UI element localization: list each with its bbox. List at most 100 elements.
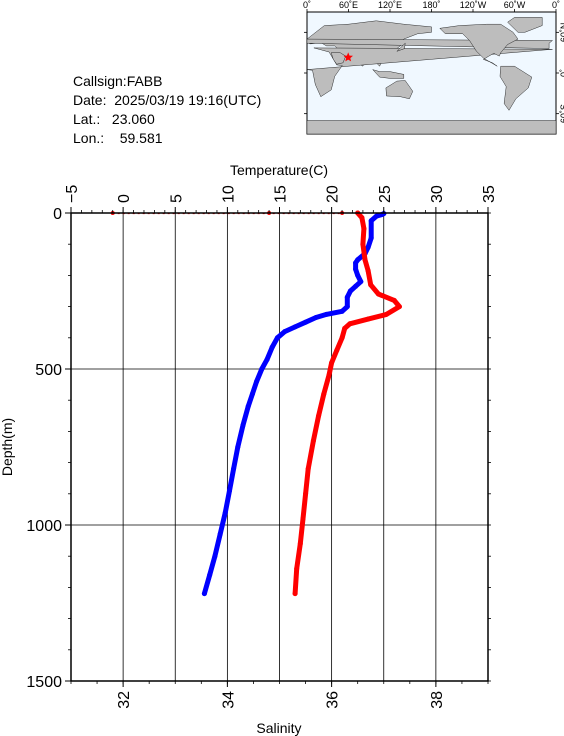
depth-tick-label: 0 — [53, 206, 62, 223]
temperature-data-point — [365, 244, 371, 250]
map-antarctica — [306, 120, 557, 135]
map-arabia — [330, 52, 346, 65]
world-map: 0˚ 60˚E 120˚E 180˚ 120˚W 60˚W 0˚ 60˚N 0˚ 60˚S — [303, 0, 564, 135]
salinity-axis-label: Salinity — [256, 720, 301, 736]
map-australia — [385, 80, 414, 100]
temperature-tick-label: 0 — [116, 194, 133, 203]
temperature-tick-label: 20 — [325, 185, 342, 203]
salinity-data-point — [365, 316, 371, 322]
longitude-text: Lon.: 59.581 — [73, 130, 163, 146]
temperature-data-point — [212, 553, 218, 559]
salinity-data-point — [359, 215, 365, 221]
temperature-data-point — [249, 391, 255, 397]
depth-tick-label: 1500 — [26, 674, 62, 691]
map-ticks — [304, 9, 559, 115]
salinity-tick-label: 36 — [325, 691, 342, 709]
temperature-data-point — [282, 329, 288, 335]
salinity-data-point — [310, 438, 316, 444]
temperature-data-point — [353, 260, 359, 266]
map-south-america — [499, 65, 533, 111]
salinity-data-point — [297, 541, 303, 547]
temperature-data-point — [374, 213, 379, 219]
station-marker-icon — [343, 52, 353, 62]
map-longitude-label: 0˚ — [552, 0, 560, 10]
map-africa — [306, 47, 553, 97]
callsign-text: Callsign:FABB — [73, 73, 163, 89]
salinity-data-point — [368, 282, 374, 288]
map-longitude-label: 60˚W — [504, 0, 526, 10]
salinity-data-point — [342, 325, 348, 331]
salinity-data-point — [316, 413, 322, 419]
temperature-data-point — [259, 366, 265, 372]
salinity-data-point — [362, 257, 368, 263]
map-land — [306, 17, 557, 135]
temperature-data-point — [353, 283, 359, 289]
temperature-data-point — [201, 591, 207, 597]
salinity-data-point — [383, 311, 389, 317]
station-info: Callsign:FABB Date: 2025/03/19 19:16(UTC… — [73, 72, 261, 148]
salinity-data-point — [396, 304, 402, 310]
latitude-text: Lat.: 23.060 — [73, 111, 155, 127]
temperature-data-point — [245, 403, 251, 409]
temperature-data-point — [274, 335, 280, 341]
temperature-data-point — [303, 319, 309, 325]
temperature-data-point — [227, 488, 232, 494]
salinity-tick-label: 38 — [429, 691, 446, 709]
temperature-data-point — [222, 510, 228, 515]
map-latitude-labels: 60˚N 0˚ 60˚S — [559, 23, 564, 124]
map-latitude-label: 0˚ — [559, 69, 564, 77]
temperature-data-point — [344, 304, 350, 310]
temperature-data-point — [231, 466, 237, 472]
temperature-data-point — [323, 311, 329, 317]
map-longitude-labels: 0˚ 60˚E 120˚E 180˚ 120˚W 60˚W 0˚ — [303, 0, 560, 10]
salinity-tick-labels: 32 34 36 38 — [116, 691, 446, 709]
temperature-tick-label: 5 — [168, 194, 185, 203]
temperature-tick-label: 10 — [220, 185, 237, 203]
temperature-data-point — [254, 379, 260, 384]
depth-tick-label: 1000 — [26, 518, 62, 535]
temperature-tick-label: 15 — [273, 185, 290, 203]
map-longitude-label: 0˚ — [303, 0, 311, 10]
temperature-tick-label: −5 — [64, 185, 81, 203]
temperature-data-point — [264, 357, 270, 363]
map-longitude-label: 180˚ — [422, 0, 440, 10]
temperature-data-point — [207, 572, 213, 578]
salinity-data-point — [326, 372, 332, 378]
temperature-data-point — [292, 324, 298, 330]
salinity-data-point — [376, 291, 381, 297]
salinity-data-point — [292, 591, 298, 597]
map-longitude-label: 120˚E — [378, 0, 402, 10]
depth-tick-labels: 0 500 1000 1500 — [26, 206, 62, 691]
map-latitude-label: 60˚N — [559, 23, 564, 43]
temperature-data-point — [339, 308, 345, 314]
salinity-data-point — [360, 241, 366, 247]
salinity-data-point — [361, 226, 367, 232]
temperature-data-point — [355, 272, 361, 278]
map-indonesia — [372, 69, 404, 79]
salinity-data-point — [321, 391, 327, 397]
salinity-data-point — [391, 297, 397, 303]
salinity-data-point — [305, 466, 311, 472]
map-greenland — [507, 17, 543, 33]
temperature-tick-label: 25 — [377, 185, 394, 203]
temperature-data-point — [347, 288, 353, 294]
temperature-data-point — [240, 422, 246, 428]
salinity-tick-label: 34 — [220, 691, 237, 709]
temperature-tick-label: 30 — [429, 185, 446, 203]
temperature-data-point — [269, 344, 275, 350]
map-longitude-label: 60˚E — [339, 0, 358, 10]
salinity-data-point — [365, 268, 371, 274]
temperature-axis-label: Temperature(C) — [230, 162, 328, 178]
salinity-data-point — [339, 335, 345, 341]
temperature-tick-labels: −5 0 5 10 15 20 25 30 35 — [64, 185, 498, 203]
axis-ticks — [65, 207, 491, 687]
salinity-data-point — [329, 360, 335, 366]
salinity-data-point — [347, 321, 353, 327]
map-japan — [396, 42, 406, 52]
temperature-data-point — [368, 235, 374, 241]
date-text: Date: 2025/03/19 19:16(UTC) — [73, 92, 262, 108]
salinity-data-point — [334, 347, 340, 353]
temperature-data-point — [313, 315, 319, 320]
depth-tick-label: 500 — [35, 362, 62, 379]
